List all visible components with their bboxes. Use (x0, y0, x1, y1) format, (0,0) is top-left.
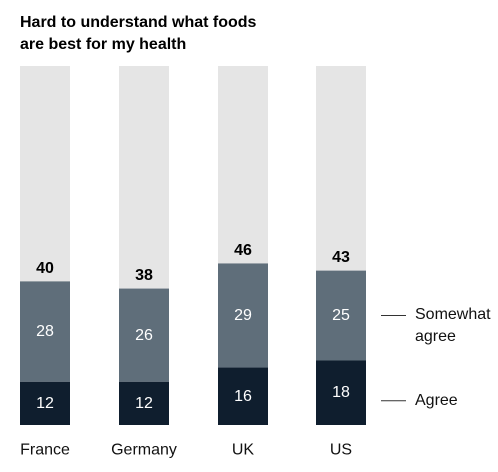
category-label-uk: UK (232, 442, 255, 459)
data-label-somewhat-agree-us: 25 (332, 307, 350, 324)
data-label-somewhat-agree-uk: 29 (234, 307, 252, 324)
category-label-germany: Germany (111, 442, 177, 459)
legend-label-agree: Agree (415, 392, 458, 409)
bar-somewhat-agree-uk (218, 263, 268, 368)
data-label-somewhat-agree-france: 28 (36, 323, 54, 340)
data-label-agree-us: 18 (332, 384, 350, 401)
data-label-total-germany: 38 (135, 267, 153, 284)
chart-title-line-1: Hard to understand what foods (20, 14, 257, 31)
data-label-total-france: 40 (36, 260, 54, 277)
legend-label-somewhat-agree-line-2: agree (415, 328, 456, 345)
chart-title: Hard to understand what foods are best f… (20, 12, 340, 56)
bar-somewhat-agree-germany (119, 288, 169, 382)
legend-label-somewhat-agree-line-1: Somewhat (415, 306, 491, 323)
bar-agree-germany (119, 381, 169, 425)
data-label-total-us: 43 (332, 249, 350, 266)
bar-somewhat-agree-france (20, 281, 70, 382)
data-label-total-uk: 46 (234, 242, 252, 259)
data-label-somewhat-agree-germany: 26 (135, 327, 153, 344)
bar-agree-us (316, 360, 366, 425)
bar-somewhat-agree-us (316, 270, 366, 361)
bar-agree-uk (218, 367, 268, 425)
bar-agree-france (20, 381, 70, 425)
category-label-france: France (20, 442, 70, 459)
category-label-us: US (330, 442, 352, 459)
data-label-agree-france: 12 (36, 395, 54, 412)
chart-title-line-2: are best for my health (20, 36, 187, 53)
data-label-agree-germany: 12 (135, 395, 153, 412)
data-label-agree-uk: 16 (234, 388, 252, 405)
